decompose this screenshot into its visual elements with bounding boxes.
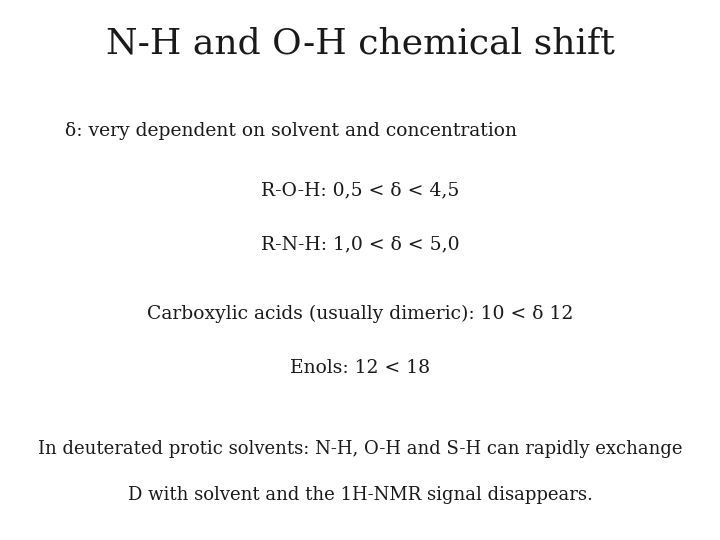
Text: N-H and O-H chemical shift: N-H and O-H chemical shift (106, 27, 614, 61)
Text: Carboxylic acids (usually dimeric): 10 < δ 12: Carboxylic acids (usually dimeric): 10 <… (147, 305, 573, 323)
Text: R-N-H: 1,0 < δ < 5,0: R-N-H: 1,0 < δ < 5,0 (261, 235, 459, 253)
Text: δ: very dependent on solvent and concentration: δ: very dependent on solvent and concent… (65, 122, 517, 139)
Text: Enols: 12 < 18: Enols: 12 < 18 (290, 359, 430, 377)
Text: R-O-H: 0,5 < δ < 4,5: R-O-H: 0,5 < δ < 4,5 (261, 181, 459, 199)
Text: D with solvent and the 1H-NMR signal disappears.: D with solvent and the 1H-NMR signal dis… (127, 486, 593, 504)
Text: In deuterated protic solvents: N-H, O-H and S-H can rapidly exchange: In deuterated protic solvents: N-H, O-H … (37, 440, 683, 458)
